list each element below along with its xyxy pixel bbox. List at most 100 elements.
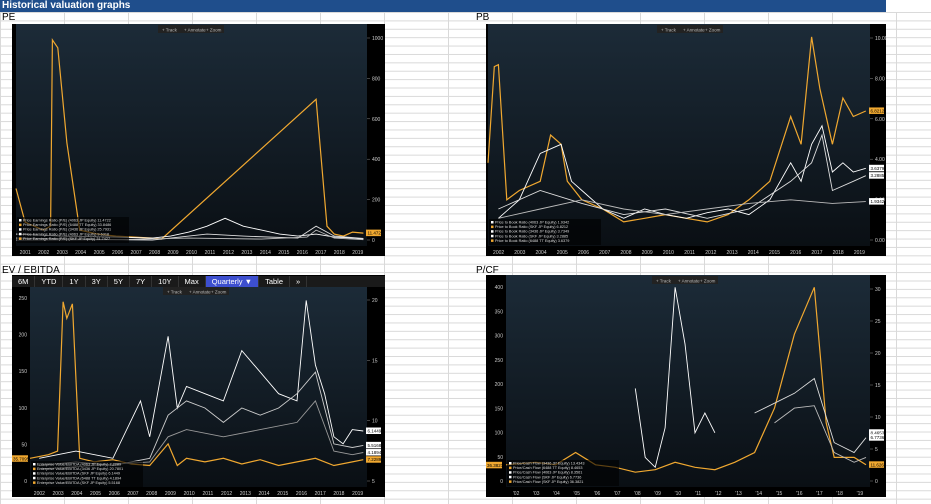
last-value-bg xyxy=(869,164,884,172)
period-button-7[interactable]: Max xyxy=(179,276,206,287)
series-line-1 xyxy=(39,300,364,459)
x-tick-label: 2007 xyxy=(127,491,138,497)
x-tick-label: '04 xyxy=(553,491,560,497)
x-tick-label: 2003 xyxy=(514,250,525,256)
x-tick-label: 2018 xyxy=(334,250,345,256)
x-tick-label: '02 xyxy=(513,491,520,497)
period-button-4[interactable]: 5Y xyxy=(108,276,130,287)
legend: Price Earnings Ratio (P/E) (4063 JP Equi… xyxy=(17,217,129,243)
legend-bg xyxy=(489,219,601,245)
y-tick-label: 10 xyxy=(875,415,881,421)
last-value-label: 11.6263 xyxy=(869,461,887,468)
x-tick-label: 2013 xyxy=(726,250,737,256)
legend-swatch xyxy=(509,471,512,474)
x-tick-label: '14 xyxy=(756,491,763,497)
pe-chart[interactable]: + Track + Annotate + Zoom 2001 2002 2003 2004 2… xyxy=(12,24,385,256)
legend-swatch xyxy=(19,223,22,227)
pe-chart-svg: + Track + Annotate + Zoom 2001 2002 2003 2004 2… xyxy=(15,24,384,256)
y-tick-label: 15 xyxy=(372,358,378,364)
period-button-2[interactable]: 1Y xyxy=(63,276,86,287)
pb-chart-svg: + Track + Annotate + Zoom 2002 2003 2004 2005 2… xyxy=(487,24,888,256)
y-left-tick-label: 50 xyxy=(21,442,27,448)
mini-toolbar-annotate: + Annotate xyxy=(184,28,206,33)
last-value-text: 3.2885 xyxy=(871,173,885,178)
left-value-label: 36.3821 xyxy=(486,461,504,469)
x-tick-label: 2014 xyxy=(748,250,759,256)
last-value-text: 11.4722 xyxy=(368,231,384,236)
last-value-label: 3.6379 xyxy=(869,164,885,172)
y-left-tick-label: 150 xyxy=(19,369,28,375)
y-left-tick-label: 200 xyxy=(495,382,504,388)
last-value-bg xyxy=(869,107,884,114)
series-line-1 xyxy=(634,287,716,469)
x-tick-label: '03 xyxy=(533,491,540,497)
y-tick-label: 20 xyxy=(372,298,378,304)
last-value-bg xyxy=(366,441,381,449)
last-value-label: 3.2885 xyxy=(869,172,885,179)
x-tick-label: '08 xyxy=(634,491,641,497)
mini-toolbar-annotate: + Annotate xyxy=(683,28,705,33)
mini-toolbar-bg xyxy=(158,25,224,33)
pb-chart[interactable]: + Track + Annotate + Zoom 2002 2003 2004 2005 2… xyxy=(486,24,888,256)
period-button-5[interactable]: 7Y xyxy=(130,276,153,287)
y-left-tick-label: 400 xyxy=(495,285,504,291)
last-value-bg xyxy=(366,456,381,463)
y-tick-label: 0 xyxy=(875,479,878,485)
x-tick-label: 2013 xyxy=(240,491,251,497)
mini-toolbar-track: + Track xyxy=(661,28,677,33)
legend-swatch xyxy=(33,481,36,484)
x-tick-label: '16 xyxy=(796,491,803,497)
y-tick-label: 5 xyxy=(372,479,375,485)
x-tick-label: 2007 xyxy=(599,250,610,256)
period-button-0[interactable]: 6M xyxy=(12,276,36,287)
x-tick-label: 2014 xyxy=(260,250,271,256)
period-button-1[interactable]: YTD xyxy=(35,276,64,287)
period-button-6[interactable]: 10Y xyxy=(152,276,179,287)
legend-entry: Price Earnings Ratio (P/E) (3436 JP Equi… xyxy=(23,228,111,232)
last-value-bg xyxy=(869,172,884,179)
ev-chart[interactable]: + Track + Annotate + Zoom 2002 2003 2004 2005 2… xyxy=(12,275,385,497)
legend-entry: Enterprise Value/EBITDA (6488 TT Equity)… xyxy=(37,476,121,480)
last-value-text: 6.8212 xyxy=(871,108,885,113)
last-value-text: 6.7736 xyxy=(871,435,885,440)
legend-swatch xyxy=(19,219,22,222)
pcf-chart[interactable]: + Track + Annotate + Zoom '02 '03 '04 '05 '06 '0… xyxy=(486,275,887,497)
x-tick-label: '07 xyxy=(614,491,621,497)
x-tick-label: 2015 xyxy=(769,250,780,256)
x-tick-label: 2005 xyxy=(90,491,101,497)
legend-entry: Enterprise Value/EBITDA (SKF JP Equity) … xyxy=(37,472,120,476)
x-tick-label: 2002 xyxy=(38,250,49,256)
last-value-bg xyxy=(366,449,381,456)
y-tick-label: 200 xyxy=(372,198,381,204)
legend-swatch xyxy=(33,463,36,466)
x-tick-label: 2009 xyxy=(165,491,176,497)
period-button-8[interactable]: Quarterly ▼ xyxy=(205,276,260,287)
legend-swatch xyxy=(509,462,512,465)
x-tick-label: '05 xyxy=(574,491,581,497)
legend-entry: Price/Cash Flow (6488 TT Equity) 8.4653 xyxy=(513,466,583,470)
x-tick-label: 2012 xyxy=(221,491,232,497)
x-tick-label: 2009 xyxy=(167,250,178,256)
legend-entry: Price/Cash Flow (3436 JP Equity) 13.4343 xyxy=(513,462,584,466)
x-tick-label: 2004 xyxy=(75,250,86,256)
y-tick-label: 6.00 xyxy=(875,117,885,123)
mini-toolbar-bg xyxy=(657,25,723,33)
last-value-bg xyxy=(366,229,381,237)
panel-label-pb: PB xyxy=(476,12,490,23)
period-button-9[interactable]: Table xyxy=(259,276,290,287)
x-tick-label: 2006 xyxy=(109,491,120,497)
period-toolbar: 6M YTD 1Y 3Y 5Y 7Y 10Y Max Quarterly ▼ Table» xyxy=(12,276,385,287)
period-button-10[interactable]: » xyxy=(290,276,308,287)
legend-bg xyxy=(31,461,143,487)
x-tick-label: 2015 xyxy=(278,250,289,256)
x-tick-label: 2010 xyxy=(184,491,195,497)
legend-entry: Price/Cash Flow (SKF JP Equity) 6.7736 xyxy=(513,475,581,479)
period-button-3[interactable]: 3Y xyxy=(86,276,108,287)
y-left-tick-label: 300 xyxy=(495,334,504,340)
x-tick-label: 2011 xyxy=(205,250,216,256)
x-tick-label: 2005 xyxy=(94,250,105,256)
y-tick-label: 30 xyxy=(875,287,881,293)
x-tick-label: 2008 xyxy=(149,250,160,256)
y-tick-label: 10 xyxy=(372,419,378,425)
